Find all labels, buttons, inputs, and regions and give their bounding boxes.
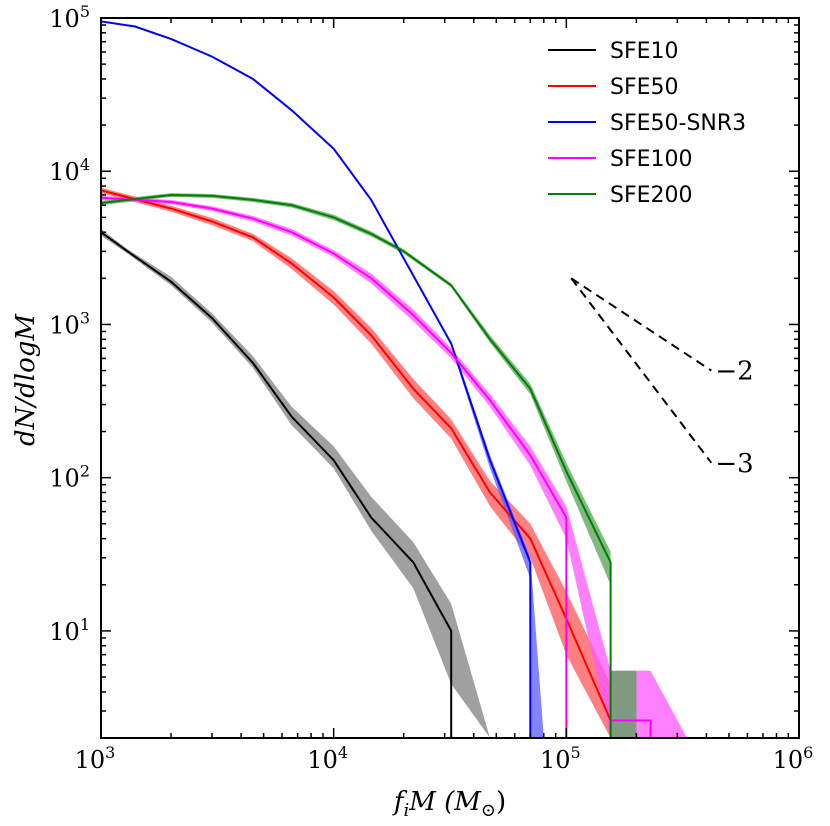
line-sfe50-snr3 (101, 20, 532, 738)
line-sfe50 (101, 189, 612, 721)
legend-label-sfe10: SFE10 (610, 39, 679, 64)
axis-ticks: 103 104 105 106 101 102 103 104 105 (49, 2, 813, 774)
x-axis-label: fiM (M⊙) (392, 787, 506, 821)
slope-guide-1 (570, 277, 712, 372)
lines-layer (101, 20, 652, 738)
slope-label-2: −3 (715, 449, 753, 479)
y-tick-label: 103 (49, 308, 90, 339)
x-axis-label-close: ) (496, 787, 506, 817)
line-sfe200 (101, 193, 612, 738)
legend-label-sfe50-snr3: SFE50-SNR3 (610, 111, 746, 136)
x-axis-label-sun: ⊙ (481, 800, 496, 821)
x-tick-label: 105 (540, 743, 581, 774)
plot-frame (100, 17, 800, 739)
slope-label-1: −2 (715, 357, 753, 387)
x-tick-label: 106 (773, 743, 814, 774)
y-tick-label: 105 (49, 2, 90, 33)
slope-guides: −2 −3 (570, 277, 754, 479)
x-axis-label-sub: i (403, 800, 409, 821)
y-tick-label: 104 (49, 155, 90, 186)
y-tick-label: 101 (49, 615, 90, 646)
slope-guide-2 (570, 277, 713, 464)
y-tick-label: 102 (49, 462, 90, 493)
band-sfe10 (101, 229, 490, 738)
bands-layer (101, 187, 687, 738)
x-axis-label-rest: M (M (408, 787, 482, 817)
legend-label-sfe50: SFE50 (610, 75, 679, 100)
legend-label-sfe100: SFE100 (610, 147, 693, 172)
legend: SFE10 SFE50 SFE50-SNR3 SFE100 SFE200 (548, 39, 746, 208)
line-sfe10 (101, 231, 453, 738)
x-tick-label: 104 (307, 743, 348, 774)
band-sfe50-snr3 (451, 341, 544, 738)
legend-label-sfe200: SFE200 (610, 183, 693, 208)
x-tick-label: 103 (75, 743, 116, 774)
band-sfe100 (101, 195, 687, 738)
y-axis-label: dN/dlogM (11, 313, 41, 446)
line-sfe100 (101, 196, 652, 738)
